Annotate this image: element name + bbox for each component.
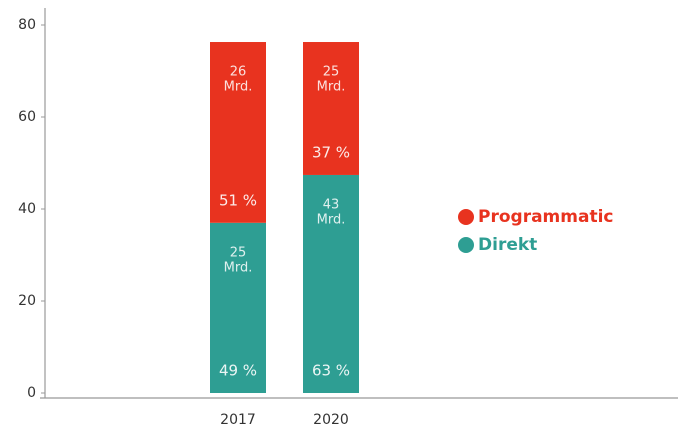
legend-label: Programmatic — [478, 207, 613, 227]
bar-segment — [303, 174, 359, 393]
x-tick-label: 2020 — [313, 412, 349, 428]
amount-unit: Mrd. — [224, 260, 253, 275]
share-label: 49 % — [219, 362, 257, 380]
x-tick-label: 2017 — [220, 412, 256, 428]
amount-label: 25 — [323, 65, 340, 80]
bar-segment — [210, 42, 266, 223]
legend-marker — [458, 209, 474, 225]
amount-label: 25 — [230, 245, 247, 260]
share-label: 51 % — [219, 191, 257, 209]
amount-unit: Mrd. — [224, 80, 253, 95]
share-label: 37 % — [312, 143, 350, 161]
amount-label: 43 — [323, 197, 340, 212]
y-tick-label: 60 — [18, 109, 36, 125]
legend-marker — [458, 237, 474, 253]
amount-label: 26 — [230, 65, 247, 80]
bar-segment — [303, 42, 359, 175]
amount-unit: Mrd. — [317, 212, 346, 227]
y-tick-label: 40 — [18, 201, 36, 217]
amount-unit: Mrd. — [317, 80, 346, 95]
share-label: 63 % — [312, 362, 350, 380]
y-tick-label: 80 — [18, 17, 36, 33]
y-tick-label: 20 — [18, 293, 36, 309]
legend-label: Direkt — [478, 235, 537, 255]
bar-segment — [210, 222, 266, 393]
y-tick-label: 0 — [27, 385, 36, 401]
